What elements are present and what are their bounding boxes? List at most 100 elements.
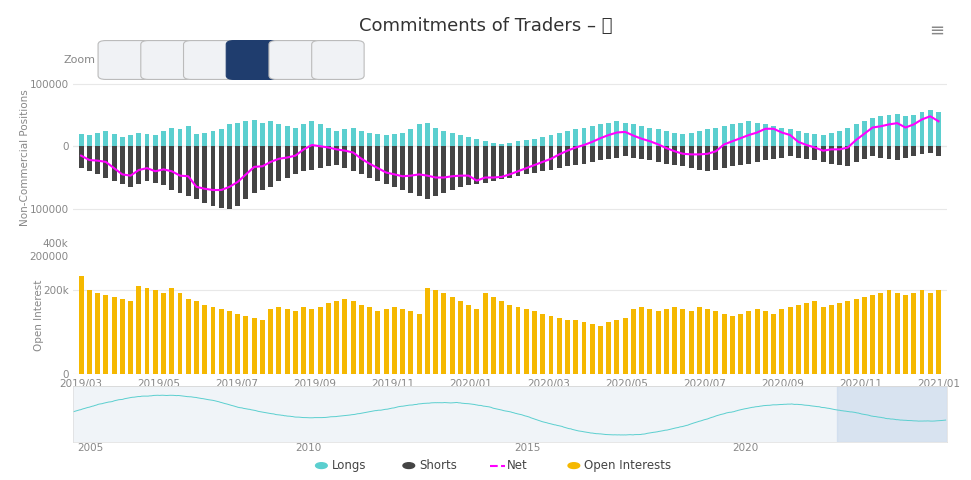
Bar xyxy=(911,115,917,146)
Text: 2y: 2y xyxy=(245,55,260,65)
Bar xyxy=(218,146,223,207)
Bar xyxy=(194,134,199,146)
Bar xyxy=(763,146,768,160)
Bar xyxy=(103,146,109,178)
Bar xyxy=(301,124,306,146)
Bar xyxy=(573,129,578,146)
Bar xyxy=(293,128,298,146)
Bar xyxy=(582,128,586,146)
Bar xyxy=(549,316,553,374)
Bar xyxy=(672,307,677,374)
Bar xyxy=(392,134,397,146)
Bar xyxy=(384,309,388,374)
Bar xyxy=(920,146,924,154)
Text: Net: Net xyxy=(507,459,527,472)
Bar xyxy=(392,307,397,374)
Bar xyxy=(442,146,447,193)
Bar xyxy=(820,307,825,374)
Bar xyxy=(639,126,644,146)
Bar xyxy=(813,301,818,374)
Bar xyxy=(862,297,867,374)
Bar xyxy=(681,134,686,146)
Bar xyxy=(516,307,520,374)
Bar xyxy=(169,288,174,374)
Bar xyxy=(606,146,611,159)
Bar xyxy=(837,386,947,442)
Bar xyxy=(499,301,504,374)
Bar xyxy=(458,301,463,374)
Bar xyxy=(730,146,735,166)
Bar xyxy=(185,126,190,146)
Bar xyxy=(202,132,207,146)
Bar xyxy=(763,124,768,146)
Bar xyxy=(829,146,834,164)
Bar xyxy=(178,146,183,193)
Bar xyxy=(697,131,702,146)
Bar xyxy=(846,146,851,166)
Bar xyxy=(194,146,199,199)
Bar xyxy=(747,121,752,146)
Bar xyxy=(754,122,759,146)
Bar xyxy=(870,295,875,374)
Bar xyxy=(490,297,496,374)
Bar xyxy=(672,132,677,146)
Bar xyxy=(730,316,735,374)
Bar xyxy=(301,146,306,171)
Bar xyxy=(589,126,594,146)
Bar xyxy=(903,295,908,374)
Bar xyxy=(293,146,298,174)
Bar xyxy=(268,146,273,187)
Bar xyxy=(721,313,726,374)
Bar xyxy=(771,126,776,146)
Bar xyxy=(540,313,546,374)
Bar xyxy=(490,143,496,146)
Text: 400k: 400k xyxy=(42,239,68,249)
Bar xyxy=(697,146,702,170)
Bar xyxy=(268,121,273,146)
Bar xyxy=(359,305,364,374)
Bar xyxy=(622,318,627,374)
Bar xyxy=(804,146,809,159)
Bar xyxy=(598,326,603,374)
Bar xyxy=(260,320,265,374)
Bar xyxy=(277,124,282,146)
Bar xyxy=(714,312,719,374)
Bar xyxy=(615,121,619,146)
Bar xyxy=(185,146,190,196)
Bar xyxy=(730,124,735,146)
Bar xyxy=(211,146,216,205)
Bar xyxy=(556,146,561,168)
Bar xyxy=(499,144,504,146)
Bar xyxy=(787,129,792,146)
Bar xyxy=(589,324,594,374)
Bar xyxy=(565,146,570,166)
Text: 2020: 2020 xyxy=(732,443,759,453)
Bar xyxy=(285,146,289,178)
Bar xyxy=(879,292,884,374)
Bar xyxy=(359,146,364,174)
Bar xyxy=(796,305,801,374)
Bar xyxy=(787,307,792,374)
Bar xyxy=(458,135,463,146)
Bar xyxy=(343,129,348,146)
Bar xyxy=(450,297,454,374)
Bar xyxy=(837,303,842,374)
Bar xyxy=(565,320,570,374)
Bar xyxy=(655,129,660,146)
Bar xyxy=(705,129,710,146)
Bar xyxy=(400,146,405,190)
Bar xyxy=(854,124,858,146)
Bar xyxy=(211,307,216,374)
Bar xyxy=(936,146,941,156)
Bar xyxy=(351,301,355,374)
Bar xyxy=(119,146,124,184)
Bar xyxy=(648,128,653,146)
Bar xyxy=(903,116,908,146)
Bar xyxy=(829,305,834,374)
Bar xyxy=(474,309,480,374)
Bar xyxy=(639,146,644,159)
Bar xyxy=(887,115,891,146)
Bar xyxy=(879,116,884,146)
Bar xyxy=(606,122,611,146)
Bar xyxy=(615,320,619,374)
